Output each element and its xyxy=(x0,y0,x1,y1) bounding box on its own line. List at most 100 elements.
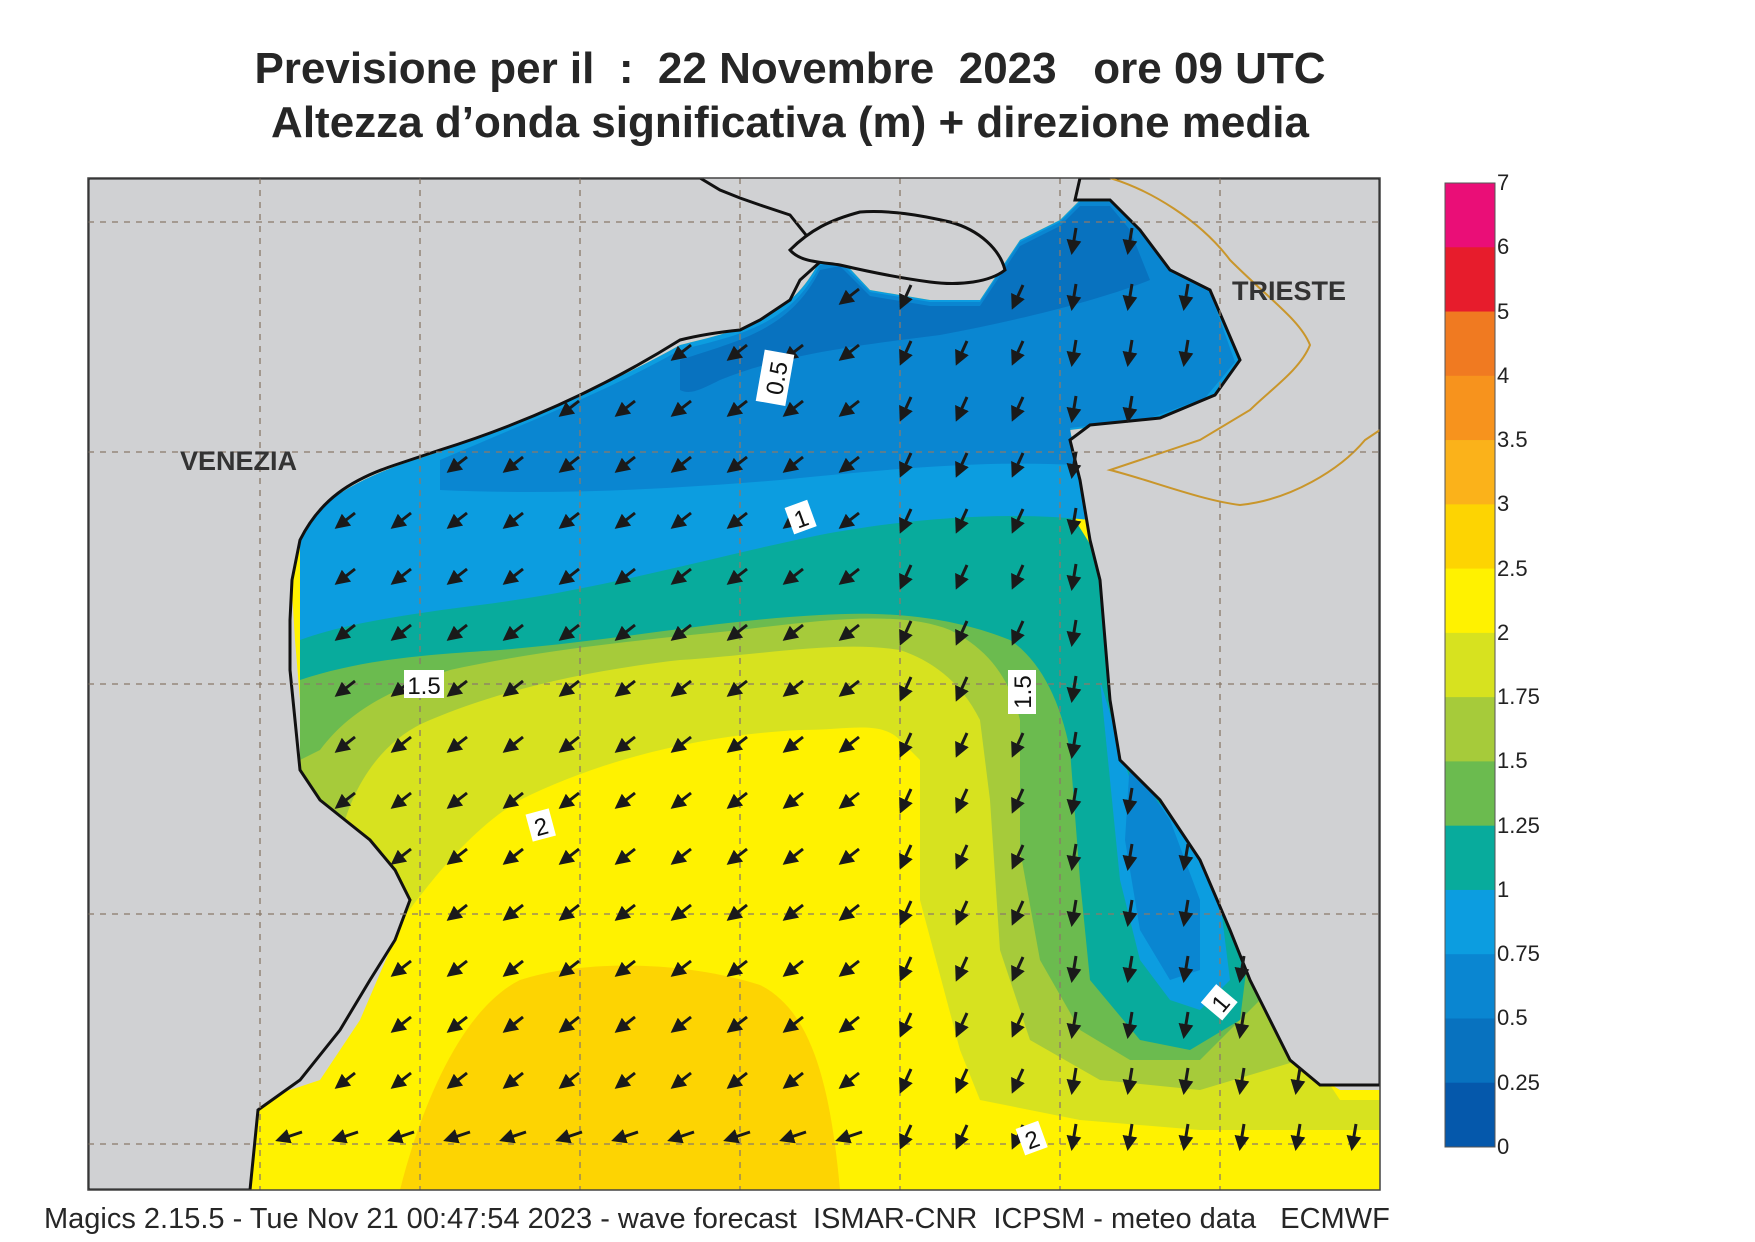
wave-direction-arrow xyxy=(899,900,913,926)
wave-direction-arrow xyxy=(670,399,692,417)
wave-direction-arrow xyxy=(838,343,860,361)
wave-direction-arrow xyxy=(502,959,524,977)
wave-direction-arrow xyxy=(502,735,524,753)
wave-direction-arrow xyxy=(446,623,468,641)
wave-direction-arrow xyxy=(838,623,860,641)
wave-direction-arrow xyxy=(446,791,468,809)
wave-direction-arrow xyxy=(555,1129,583,1144)
legend-swatch xyxy=(1445,825,1495,891)
wave-direction-arrow xyxy=(1122,1067,1138,1095)
contour-label-1-north: 1 xyxy=(784,499,817,534)
wave-direction-arrow xyxy=(1178,339,1194,367)
legend-outline xyxy=(1444,182,1496,1148)
wave-direction-arrow xyxy=(1066,731,1082,759)
wave-direction-arrow xyxy=(558,399,580,417)
wave-direction-arrow xyxy=(390,791,412,809)
legend-swatch xyxy=(1445,697,1495,762)
wave-direction-arrow xyxy=(558,735,580,753)
wave-direction-arrow xyxy=(955,340,969,366)
wave-direction-arrow xyxy=(838,287,860,305)
legend-tick-label: 1.75 xyxy=(1497,684,1540,710)
contour-label-1-5-east: 1.5 xyxy=(1008,670,1037,714)
legend-tick-label: 6 xyxy=(1497,234,1510,260)
contour-label-0-5: 0.5 xyxy=(755,349,795,407)
legend-swatch xyxy=(1445,440,1495,505)
wave-direction-arrow xyxy=(782,791,804,809)
wave-direction-arrow xyxy=(614,903,636,921)
legend-tick-label: 1.25 xyxy=(1497,812,1540,838)
wave-direction-arrow xyxy=(446,1071,468,1089)
legend-tick-label: 2 xyxy=(1497,619,1510,645)
wave-direction-arrow xyxy=(782,399,804,417)
wave-direction-arrow xyxy=(955,452,969,478)
wave-direction-arrow xyxy=(899,1124,913,1150)
wave-direction-arrow xyxy=(390,567,412,585)
wave-direction-arrow xyxy=(502,623,524,641)
wave-direction-arrows xyxy=(275,227,1362,1151)
wave-direction-arrow xyxy=(782,847,804,865)
wave-direction-arrow xyxy=(899,732,913,758)
wave-direction-arrow xyxy=(955,508,969,534)
wave-direction-arrow xyxy=(390,511,412,529)
wave-direction-arrow xyxy=(558,791,580,809)
wave-direction-arrow xyxy=(670,455,692,473)
wave-direction-arrow xyxy=(899,620,913,646)
wave-direction-arrow xyxy=(726,847,748,865)
wave-direction-arrow xyxy=(782,623,804,641)
wave-direction-arrow xyxy=(955,620,969,646)
wave-direction-arrow xyxy=(1011,620,1025,646)
wave-direction-arrow xyxy=(502,903,524,921)
wave-direction-arrow xyxy=(1122,283,1138,311)
wave-direction-arrow xyxy=(558,847,580,865)
wave-direction-arrow xyxy=(838,567,860,585)
legend-swatch xyxy=(1445,311,1495,377)
wave-direction-arrow xyxy=(726,1015,748,1033)
wave-direction-arrow xyxy=(1290,1067,1306,1095)
wave-direction-arrow xyxy=(955,844,969,870)
legend-swatch xyxy=(1445,761,1495,827)
legend-swatch xyxy=(1445,247,1495,313)
wave-direction-arrow xyxy=(446,959,468,977)
wave-direction-arrow xyxy=(443,1129,471,1144)
wave-direction-arrow xyxy=(334,791,356,809)
wave-direction-arrow xyxy=(558,1071,580,1089)
wave-direction-arrow xyxy=(502,847,524,865)
wave-direction-arrow xyxy=(390,959,412,977)
wave-direction-arrow xyxy=(558,1015,580,1033)
wave-direction-arrow xyxy=(726,791,748,809)
wave-direction-arrow xyxy=(670,735,692,753)
wave-direction-arrow xyxy=(782,735,804,753)
wave-direction-arrow xyxy=(334,1071,356,1089)
wave-direction-arrow xyxy=(446,679,468,697)
wave-direction-arrow xyxy=(1178,955,1194,983)
contour-label-1-5-west: 1.5 xyxy=(404,670,444,700)
wave-direction-arrow xyxy=(1066,507,1082,535)
legend-swatch xyxy=(1445,183,1495,248)
wave-direction-arrow xyxy=(446,847,468,865)
wave-direction-arrow xyxy=(670,567,692,585)
wave-direction-arrow xyxy=(955,788,969,814)
wave-direction-arrow xyxy=(667,1129,695,1144)
wave-direction-arrow xyxy=(446,567,468,585)
wave-direction-arrow xyxy=(723,1129,751,1144)
wave-direction-arrow xyxy=(670,791,692,809)
wave-direction-arrow xyxy=(670,623,692,641)
wave-direction-arrow xyxy=(782,959,804,977)
wave-direction-arrow xyxy=(670,1071,692,1089)
wave-direction-arrow xyxy=(955,1012,969,1038)
wave-direction-arrow xyxy=(502,511,524,529)
legend-swatch xyxy=(1445,889,1495,955)
legend-swatch xyxy=(1445,568,1495,634)
wave-direction-arrow xyxy=(838,735,860,753)
wave-direction-arrow xyxy=(899,396,913,422)
wave-direction-arrow xyxy=(670,511,692,529)
legend-swatch xyxy=(1445,954,1495,1019)
wave-direction-arrow xyxy=(1066,283,1082,311)
wave-direction-arrow xyxy=(670,903,692,921)
legend-swatch xyxy=(1445,632,1495,698)
wave-direction-arrow xyxy=(558,567,580,585)
wave-direction-arrow xyxy=(670,1015,692,1033)
wave-direction-arrow xyxy=(1066,955,1082,983)
wave-direction-arrow xyxy=(614,847,636,865)
wave-direction-arrow xyxy=(1178,283,1194,311)
